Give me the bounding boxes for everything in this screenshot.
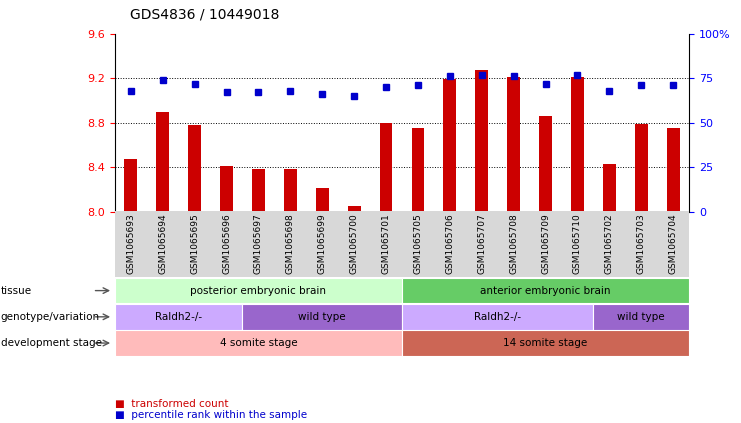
- Bar: [402, 304, 594, 330]
- Text: Raldh2-/-: Raldh2-/-: [155, 312, 202, 322]
- Bar: [156, 112, 169, 212]
- Text: GSM1065700: GSM1065700: [350, 214, 359, 274]
- Text: wild type: wild type: [617, 312, 665, 322]
- Bar: [242, 304, 402, 330]
- Bar: [635, 124, 648, 212]
- Text: GSM1065709: GSM1065709: [541, 214, 550, 274]
- Text: GSM1065701: GSM1065701: [382, 214, 391, 274]
- Text: GSM1065707: GSM1065707: [477, 214, 486, 274]
- Bar: [252, 169, 265, 212]
- Text: GSM1065694: GSM1065694: [159, 214, 167, 274]
- Bar: [594, 304, 689, 330]
- Text: GSM1065698: GSM1065698: [286, 214, 295, 274]
- Bar: [402, 330, 689, 356]
- Bar: [348, 206, 361, 212]
- Text: tissue: tissue: [1, 286, 32, 296]
- Text: GSM1065702: GSM1065702: [605, 214, 614, 274]
- Text: anterior embryonic brain: anterior embryonic brain: [480, 286, 611, 296]
- Text: GSM1065695: GSM1065695: [190, 214, 199, 274]
- Text: 14 somite stage: 14 somite stage: [503, 338, 588, 348]
- Text: GSM1065704: GSM1065704: [668, 214, 678, 274]
- Bar: [571, 77, 584, 212]
- Text: GSM1065693: GSM1065693: [126, 214, 136, 274]
- Text: GSM1065697: GSM1065697: [254, 214, 263, 274]
- Bar: [411, 128, 425, 212]
- Bar: [284, 169, 296, 212]
- Bar: [188, 125, 201, 212]
- Text: GDS4836 / 10449018: GDS4836 / 10449018: [130, 7, 279, 21]
- Bar: [379, 123, 393, 212]
- Text: GSM1065708: GSM1065708: [509, 214, 518, 274]
- Text: posterior embryonic brain: posterior embryonic brain: [190, 286, 327, 296]
- Bar: [115, 304, 242, 330]
- Bar: [539, 116, 552, 212]
- Bar: [124, 159, 137, 212]
- Text: GSM1065703: GSM1065703: [637, 214, 645, 274]
- Text: 4 somite stage: 4 somite stage: [219, 338, 297, 348]
- Bar: [220, 166, 233, 212]
- Text: development stage: development stage: [1, 338, 102, 348]
- Bar: [402, 278, 689, 303]
- Bar: [603, 164, 616, 212]
- Text: GSM1065696: GSM1065696: [222, 214, 231, 274]
- Text: GSM1065705: GSM1065705: [413, 214, 422, 274]
- Text: GSM1065706: GSM1065706: [445, 214, 454, 274]
- Bar: [115, 278, 402, 303]
- Text: ■  percentile rank within the sample: ■ percentile rank within the sample: [115, 409, 307, 420]
- Bar: [508, 77, 520, 212]
- Text: genotype/variation: genotype/variation: [1, 312, 100, 322]
- Text: GSM1065710: GSM1065710: [573, 214, 582, 274]
- Bar: [443, 80, 456, 212]
- Text: wild type: wild type: [299, 312, 346, 322]
- Bar: [667, 128, 679, 212]
- Bar: [115, 330, 402, 356]
- Bar: [316, 188, 328, 212]
- Bar: [476, 71, 488, 212]
- Text: Raldh2-/-: Raldh2-/-: [474, 312, 521, 322]
- Text: ■  transformed count: ■ transformed count: [115, 399, 228, 409]
- Text: GSM1065699: GSM1065699: [318, 214, 327, 274]
